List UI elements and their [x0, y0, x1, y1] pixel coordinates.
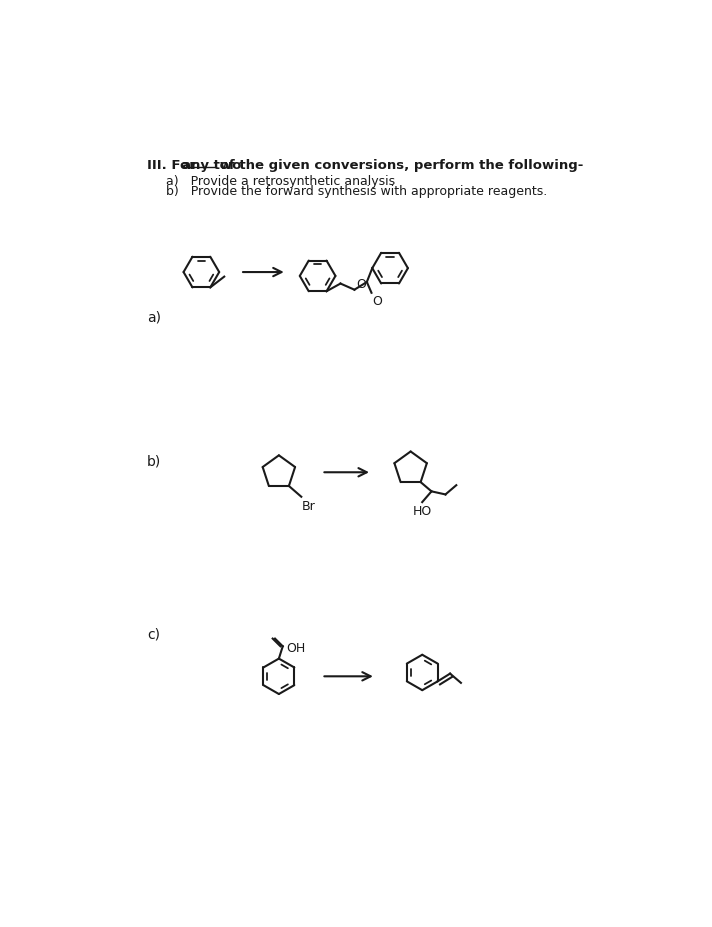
Text: a): a) — [147, 310, 161, 324]
Text: OH: OH — [286, 641, 305, 654]
Text: O: O — [356, 278, 366, 291]
Text: a)   Provide a retrosynthetic analysis: a) Provide a retrosynthetic analysis — [167, 174, 396, 187]
Text: Br: Br — [301, 500, 315, 513]
Text: HO: HO — [412, 504, 431, 517]
Text: any two: any two — [182, 159, 241, 171]
Text: b)   Provide the forward synthesis with appropriate reagents.: b) Provide the forward synthesis with ap… — [167, 185, 548, 198]
Text: O: O — [372, 295, 382, 308]
Text: c): c) — [147, 627, 160, 641]
Text: of the given conversions, perform the following-: of the given conversions, perform the fo… — [214, 159, 583, 171]
Text: b): b) — [147, 453, 162, 467]
Text: III. For: III. For — [147, 159, 201, 171]
